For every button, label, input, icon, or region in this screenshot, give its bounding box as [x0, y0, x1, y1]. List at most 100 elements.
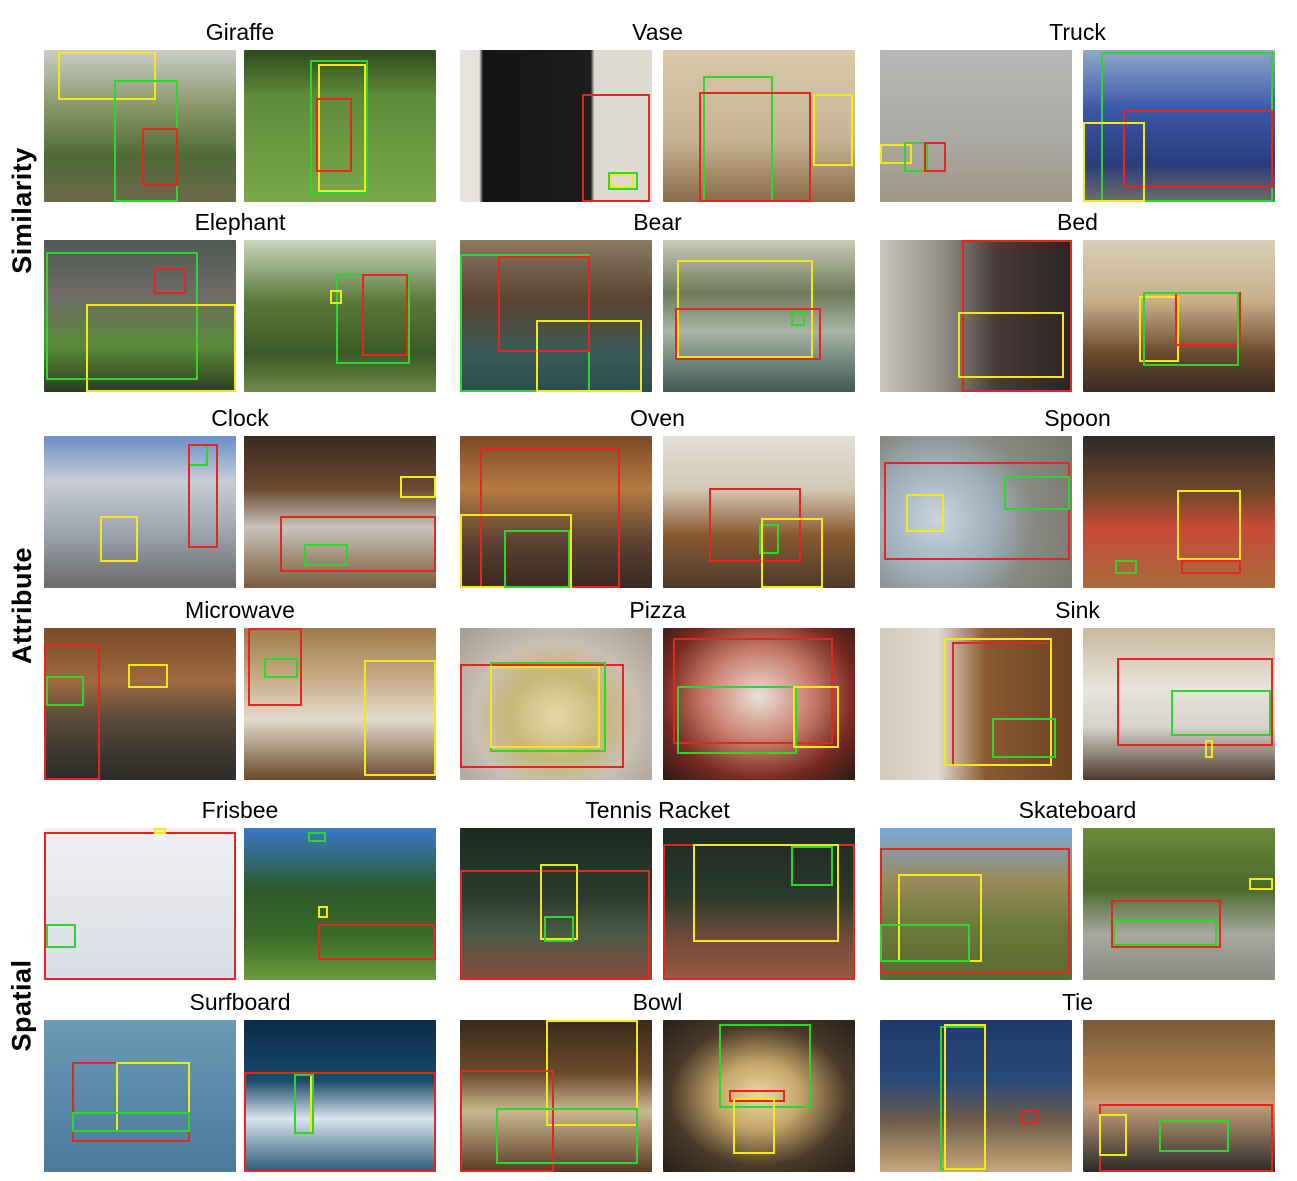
- photo-right: [663, 436, 855, 588]
- bbox-red: [244, 1072, 436, 1172]
- bbox-green: [1143, 292, 1239, 366]
- panel-pizza: Pizza: [460, 596, 855, 782]
- bbox-yellow: [330, 290, 342, 304]
- row-label-attribute: Attribute: [4, 430, 40, 780]
- bbox-yellow: [944, 1024, 986, 1170]
- photo-left: [460, 628, 652, 780]
- panel-title: Skateboard: [1018, 797, 1137, 823]
- photo-left: [460, 50, 652, 202]
- panel-title: Tennis Racket: [585, 797, 730, 823]
- bbox-yellow: [318, 906, 328, 918]
- row-label-spatial: Spatial: [4, 830, 40, 1180]
- photo-left: [880, 436, 1072, 588]
- panel-giraffe: Giraffe: [44, 18, 436, 204]
- bbox-green: [46, 676, 84, 706]
- panel-truck: Truck: [880, 18, 1275, 204]
- bbox-yellow: [610, 174, 634, 188]
- panel-title: Bowl: [632, 989, 683, 1015]
- bbox-red: [582, 94, 650, 202]
- panel-title: Elephant: [194, 209, 286, 235]
- photo-left: [44, 1020, 236, 1172]
- bbox-yellow: [540, 864, 578, 940]
- photo-left: [44, 50, 236, 202]
- panel-title: Clock: [211, 405, 269, 431]
- bbox-red: [962, 240, 1072, 392]
- bbox-red: [884, 462, 1070, 560]
- bbox-green: [904, 142, 928, 172]
- bbox-green: [608, 172, 638, 190]
- bbox-yellow: [536, 320, 642, 392]
- bbox-yellow: [400, 476, 436, 498]
- bbox-green: [1159, 1120, 1229, 1152]
- bbox-yellow: [490, 666, 600, 748]
- bbox-yellow: [906, 494, 944, 532]
- bbox-green: [304, 544, 348, 566]
- bbox-yellow: [154, 828, 166, 834]
- row-label-similarity: Similarity: [4, 40, 40, 380]
- photo-right: [1083, 240, 1275, 392]
- bbox-red: [924, 142, 946, 172]
- panel-title: Spoon: [1044, 405, 1111, 431]
- bbox-yellow: [100, 516, 138, 562]
- panel-bed: Bed: [880, 208, 1275, 394]
- bbox-red: [1111, 900, 1221, 948]
- bbox-yellow: [761, 518, 823, 588]
- bbox-red: [1123, 110, 1273, 188]
- bbox-red: [1181, 560, 1241, 574]
- bbox-red: [699, 92, 811, 202]
- panel-title: Vase: [632, 19, 683, 45]
- photo-right: [244, 628, 436, 780]
- bbox-red: [1117, 658, 1273, 746]
- panel-skateboard: Skateboard: [880, 796, 1275, 982]
- bbox-red: [316, 98, 352, 172]
- panel-title: Frisbee: [201, 797, 279, 823]
- bbox-yellow: [128, 664, 168, 688]
- bbox-yellow: [880, 144, 912, 164]
- bbox-green: [496, 1108, 638, 1164]
- bbox-red: [498, 256, 590, 352]
- bbox-green: [504, 530, 570, 588]
- photo-left: [460, 436, 652, 588]
- panel-title: Bear: [633, 209, 682, 235]
- bbox-yellow: [733, 1098, 775, 1154]
- bbox-red: [1022, 1110, 1038, 1124]
- bbox-yellow: [1205, 740, 1213, 758]
- bbox-red: [709, 488, 801, 562]
- photo-right: [663, 628, 855, 780]
- bbox-green: [1004, 476, 1070, 510]
- photo-left: [880, 240, 1072, 392]
- panel-microwave: Microwave: [44, 596, 436, 782]
- photo-left: [460, 1020, 652, 1172]
- panel-title: Tie: [1061, 989, 1094, 1015]
- bbox-green: [310, 60, 368, 194]
- panel-title: Truck: [1049, 19, 1106, 45]
- bbox-green: [677, 686, 797, 754]
- bbox-yellow: [1099, 1114, 1127, 1156]
- panel-tie: Tie: [880, 988, 1275, 1174]
- bbox-red: [142, 128, 178, 186]
- panel-tennis-racket: Tennis Racket: [460, 796, 855, 982]
- panel-oven: Oven: [460, 404, 855, 590]
- bbox-yellow: [813, 94, 853, 166]
- panel-title: Microwave: [185, 597, 295, 623]
- bbox-yellow: [693, 844, 839, 942]
- row-label-attribute-text: Attribute: [6, 546, 37, 664]
- bbox-green: [1115, 560, 1137, 574]
- photo-right: [1083, 1020, 1275, 1172]
- bbox-red: [729, 1090, 785, 1102]
- photo-left: [460, 240, 652, 392]
- row-label-spatial-text: Spatial: [6, 958, 37, 1052]
- bbox-green: [992, 718, 1056, 758]
- bbox-red: [44, 832, 236, 980]
- panel-vase: Vase: [460, 18, 855, 204]
- photo-left: [880, 828, 1072, 980]
- panel-title: Surfboard: [189, 989, 291, 1015]
- bbox-green: [308, 832, 326, 842]
- bbox-yellow: [1083, 122, 1145, 202]
- bbox-green: [759, 524, 779, 554]
- photo-left: [880, 628, 1072, 780]
- bbox-red: [460, 664, 624, 768]
- bbox-yellow: [958, 312, 1064, 378]
- panel-sink: Sink: [880, 596, 1275, 782]
- bbox-green: [791, 846, 833, 886]
